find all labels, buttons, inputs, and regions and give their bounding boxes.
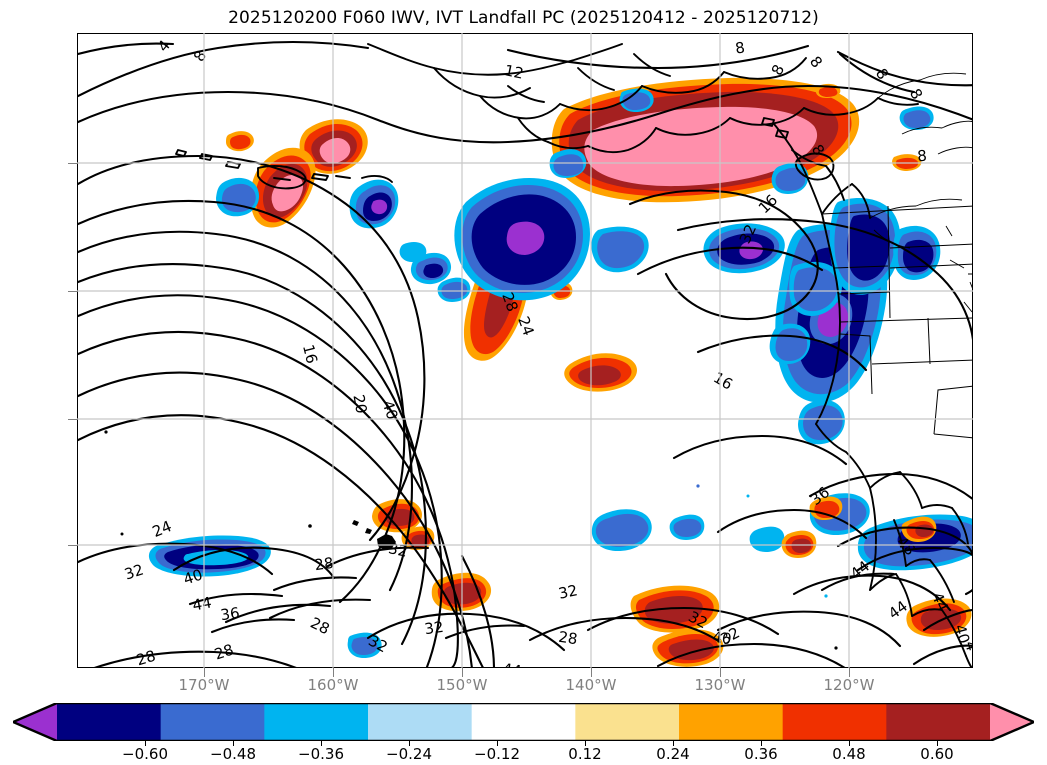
map-axes[interactable]: 4 8 8 8 8 8 8 8 8 12 16 16 16 20 40 24 2 [77, 33, 973, 668]
lat-tick-30n [68, 419, 77, 420]
cb-tick-7 [761, 740, 762, 746]
svg-text:8: 8 [872, 65, 892, 83]
lon-tick-140w [591, 668, 592, 677]
svg-text:16: 16 [755, 191, 781, 217]
cb-label-4: −0.12 [474, 745, 520, 763]
svg-text:36: 36 [219, 604, 240, 624]
colorbar-segment [575, 703, 680, 741]
svg-text:16: 16 [710, 368, 736, 393]
svg-text:44: 44 [501, 660, 522, 668]
svg-text:28: 28 [212, 640, 236, 663]
colorbar-segment [471, 703, 576, 741]
lon-label-170w: 170°W [178, 676, 230, 694]
colorbar[interactable] [13, 703, 1034, 741]
colorbar-segment [886, 703, 991, 741]
cb-tick-2 [321, 740, 322, 746]
lat-tick-40n [68, 291, 77, 292]
cb-tick-6 [673, 740, 674, 746]
cb-label-1: −0.48 [210, 745, 256, 763]
svg-text:24: 24 [514, 314, 537, 338]
svg-text:40: 40 [711, 628, 732, 648]
cb-label-8: 0.48 [832, 745, 866, 763]
lon-tick-160w [333, 668, 334, 677]
svg-text:4: 4 [961, 639, 973, 653]
colorbar-segment [160, 703, 265, 741]
svg-text:40: 40 [951, 622, 973, 645]
colorbar-segment [264, 703, 369, 741]
lon-tick-170w [204, 668, 205, 677]
svg-text:8: 8 [916, 147, 927, 166]
cb-label-0: −0.60 [122, 745, 168, 763]
lon-tick-130w [720, 668, 721, 677]
svg-text:28: 28 [134, 647, 157, 668]
colorbar-extend-max [990, 703, 1034, 741]
svg-text:12: 12 [503, 61, 525, 83]
svg-text:4: 4 [154, 37, 174, 56]
lon-label-160w: 160°W [307, 676, 359, 694]
cb-label-3: −0.24 [386, 745, 432, 763]
lon-tick-120w [849, 668, 850, 677]
lon-tick-150w [462, 668, 463, 677]
svg-text:32: 32 [423, 618, 444, 638]
cb-tick-0 [145, 740, 146, 746]
cb-tick-3 [409, 740, 410, 746]
page-title: 2025120200 F060 IWV, IVT Landfall PC (20… [228, 8, 819, 28]
svg-text:8: 8 [768, 62, 788, 79]
svg-text:28: 28 [307, 614, 332, 639]
colorbar-segment [57, 703, 162, 741]
lon-label-130w: 130°W [694, 676, 746, 694]
svg-text:40: 40 [181, 565, 205, 588]
colorbar-segment [679, 703, 784, 741]
svg-text:28: 28 [557, 628, 578, 648]
svg-text:32: 32 [387, 539, 409, 561]
svg-text:24: 24 [150, 517, 174, 541]
lat-tick-50n [68, 163, 77, 164]
svg-text:40: 40 [378, 398, 401, 422]
cb-tick-8 [849, 740, 850, 746]
lon-label-120w: 120°W [823, 676, 875, 694]
cb-label-6: 0.24 [656, 745, 690, 763]
cb-tick-1 [233, 740, 234, 746]
lon-label-140w: 140°W [565, 676, 617, 694]
svg-text:16: 16 [299, 343, 321, 366]
cb-label-5: 0.12 [568, 745, 602, 763]
map-plot: 4 8 8 8 8 8 8 8 8 12 16 16 16 20 40 24 2 [78, 37, 973, 668]
lon-label-150w: 150°W [436, 676, 488, 694]
svg-text:8: 8 [806, 53, 826, 72]
cb-tick-5 [585, 740, 586, 746]
svg-text:20: 20 [349, 393, 370, 415]
colorbar-segment [782, 703, 887, 741]
cb-label-2: −0.36 [298, 745, 344, 763]
cb-label-9: 0.60 [920, 745, 954, 763]
colorbar-extend-min [13, 703, 57, 741]
cb-tick-4 [497, 740, 498, 746]
svg-text:28: 28 [313, 554, 334, 574]
colorbar-segment [368, 703, 473, 741]
svg-text:8: 8 [734, 38, 746, 57]
svg-text:44: 44 [191, 593, 213, 614]
cb-tick-9 [937, 740, 938, 746]
lat-tick-20n [68, 545, 77, 546]
svg-text:32: 32 [557, 581, 579, 603]
svg-text:28: 28 [498, 290, 521, 314]
svg-text:32: 32 [122, 560, 146, 583]
cb-label-7: 0.36 [744, 745, 778, 763]
